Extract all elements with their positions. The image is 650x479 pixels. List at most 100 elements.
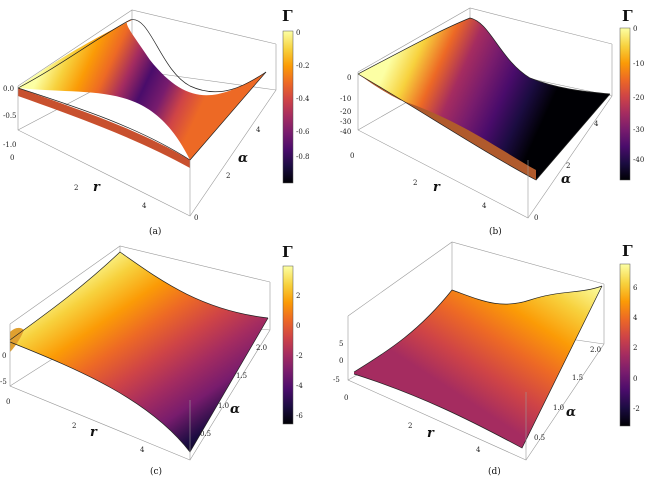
panel-a-surface-front-skirt — [18, 88, 190, 168]
panel-b-alpha-tick: 4 — [594, 120, 599, 128]
panel-b-alpha-tick: 0 — [534, 214, 538, 222]
panel-b-cb-tick: 0 — [633, 25, 637, 33]
panel-a-r-tick: 2 — [74, 184, 78, 192]
panel-c-cb-tick: 0 — [296, 322, 300, 330]
panel-b-colorbar-ticks: 0 -10 -20 -30 -40 — [633, 25, 644, 164]
panel-a-cb-tick: -0.6 — [296, 128, 310, 136]
panel-d-colorbar — [619, 263, 631, 427]
panel-d-z-tick: -5 — [333, 376, 340, 384]
panel-d-alpha-tick: 2.0 — [590, 346, 601, 354]
panel-d-cb-tick: 6 — [633, 284, 638, 292]
panel-a-cb-tick: -0.8 — [296, 153, 310, 161]
panel-d-r-tick: 2 — [408, 422, 412, 430]
panel-c-surface — [9, 251, 269, 453]
panel-b-cb-tick: -40 — [633, 156, 644, 164]
panel-a: 0.0 -0.5 -1.0 0 2 4 r 0 2 4 α Γ 0 -0.2 -… — [3, 7, 310, 237]
panel-a-colorbar-title: Γ — [282, 7, 293, 25]
panel-b-caption: (b) — [489, 226, 502, 237]
panel-b-surface-front-skirt — [358, 74, 536, 180]
panel-b-r-axis: 0 2 4 r — [350, 152, 487, 210]
panel-c-r-axis: 0 2 4 r — [6, 398, 145, 454]
panel-c-alpha-tick: 0.5 — [200, 430, 211, 438]
panel-a-caption: (a) — [149, 226, 161, 237]
panel-b-cb-tick: -20 — [633, 94, 644, 102]
panel-a-alpha-tick: 2 — [226, 172, 230, 180]
panel-c-z-tick: 0 — [2, 352, 6, 360]
panel-a-r-label: r — [93, 180, 101, 195]
panel-d-alpha-axis: 0.5 1.0 1.5 2.0 α — [534, 346, 601, 442]
panel-a-z-axis: 0.0 -0.5 -1.0 — [3, 85, 17, 149]
panel-a-cb-tick: -0.2 — [296, 62, 310, 70]
panel-d-alpha-tick: 1.5 — [572, 374, 583, 382]
panel-a-cb-tick: 0 — [296, 29, 300, 37]
panel-c-box-front — [9, 282, 271, 461]
panel-b-colorbar — [619, 27, 631, 181]
panel-a-surface — [17, 19, 267, 168]
panel-a-z-tick: -0.5 — [3, 112, 17, 120]
panel-b: 0 -10 -20 -30 -40 0 2 4 r 0 2 4 α Γ 0 -1… — [340, 7, 644, 237]
panel-b-r-tick: 2 — [413, 179, 417, 187]
panel-c-alpha-axis: 0.5 1.0 1.5 2.0 α — [200, 344, 267, 438]
panel-d-surface-face — [354, 286, 602, 448]
panel-d-alpha-tick: 0.5 — [534, 434, 545, 442]
panel-d-colorbar-title: Γ — [622, 242, 633, 260]
panel-d-alpha-tick: 1.0 — [553, 404, 564, 412]
panel-b-z-tick: -40 — [340, 128, 351, 136]
panel-c-r-label: r — [90, 425, 98, 440]
panel-a-alpha-tick: 4 — [256, 126, 261, 134]
panel-c-r-tick: 0 — [6, 398, 10, 406]
panel-d-z-tick: 5 — [339, 340, 343, 348]
panel-c-alpha-tick: 2.0 — [256, 344, 267, 352]
panel-a-colorbar-ticks: 0 -0.2 -0.4 -0.6 -0.8 — [296, 29, 310, 161]
panel-a-r-axis: 0 2 4 r — [10, 154, 147, 210]
panel-b-z-tick: -10 — [340, 95, 351, 103]
panel-c-cb-tick: -4 — [296, 382, 303, 390]
panel-d-surface — [353, 285, 603, 449]
panel-d-colorbar-ticks: 6 4 2 0 -2 — [633, 284, 640, 413]
panel-d-caption: (d) — [488, 466, 501, 477]
panel-c-z-tick: -5 — [0, 378, 7, 386]
panel-d-cb-tick: -2 — [633, 405, 640, 413]
panel-b-r-tick: 0 — [350, 152, 354, 160]
panel-d-alpha-label: α — [566, 405, 576, 420]
panel-a-alpha-tick: 0 — [194, 214, 198, 222]
panel-d-cb-tick: 4 — [633, 314, 638, 322]
panel-d-z-axis: 5 0 -5 — [333, 340, 343, 384]
panel-c-colorbar-ticks: 2 0 -2 -4 -6 — [296, 292, 303, 420]
panel-c-surface-side — [10, 327, 24, 352]
panel-c-cb-tick: 2 — [296, 292, 300, 300]
panel-b-surface — [357, 17, 611, 181]
panel-c-z-axis: 0 -5 — [0, 352, 7, 386]
panel-c: 0 -5 0 2 4 r 0.5 1.0 1.5 2.0 α Γ 2 0 -2 … — [0, 243, 303, 477]
panel-d-box-front — [347, 284, 605, 461]
panel-b-r-tick: 4 — [482, 202, 487, 210]
panel-d-cb-tick: 2 — [633, 344, 637, 352]
panel-a-r-tick: 4 — [142, 202, 147, 210]
panel-c-colorbar-title: Γ — [282, 243, 293, 261]
panel-c-cb-tick: -2 — [296, 352, 303, 360]
panel-a-cb-tick: -0.4 — [296, 95, 310, 103]
panel-c-colorbar — [282, 265, 294, 425]
panel-b-alpha-label: α — [561, 172, 571, 187]
panel-a-box-front — [17, 44, 277, 217]
panel-a-alpha-label: α — [238, 151, 248, 166]
panel-c-caption: (c) — [150, 466, 162, 477]
panel-c-r-tick: 2 — [72, 422, 76, 430]
panel-b-z-tick: -20 — [340, 108, 351, 116]
panel-b-cb-tick: -30 — [633, 126, 644, 134]
panel-b-z-tick: -30 — [340, 118, 351, 126]
panel-c-alpha-label: α — [230, 402, 240, 417]
panel-a-z-tick: 0.0 — [3, 85, 14, 93]
panel-d-z-tick: 0 — [339, 357, 343, 365]
panel-b-colorbar-title: Γ — [622, 7, 633, 25]
panel-c-r-tick: 4 — [140, 446, 145, 454]
panel-b-alpha-tick: 2 — [566, 162, 570, 170]
panel-a-colorbar — [282, 30, 294, 184]
panel-a-surface-face — [18, 20, 266, 160]
panel-c-cb-tick: -6 — [296, 412, 303, 420]
panel-a-z-tick: -1.0 — [3, 141, 17, 149]
panel-d-r-axis: 0 2 4 r — [344, 394, 481, 454]
panel-a-r-tick: 0 — [10, 154, 14, 162]
panel-c-surface-face — [10, 252, 268, 452]
